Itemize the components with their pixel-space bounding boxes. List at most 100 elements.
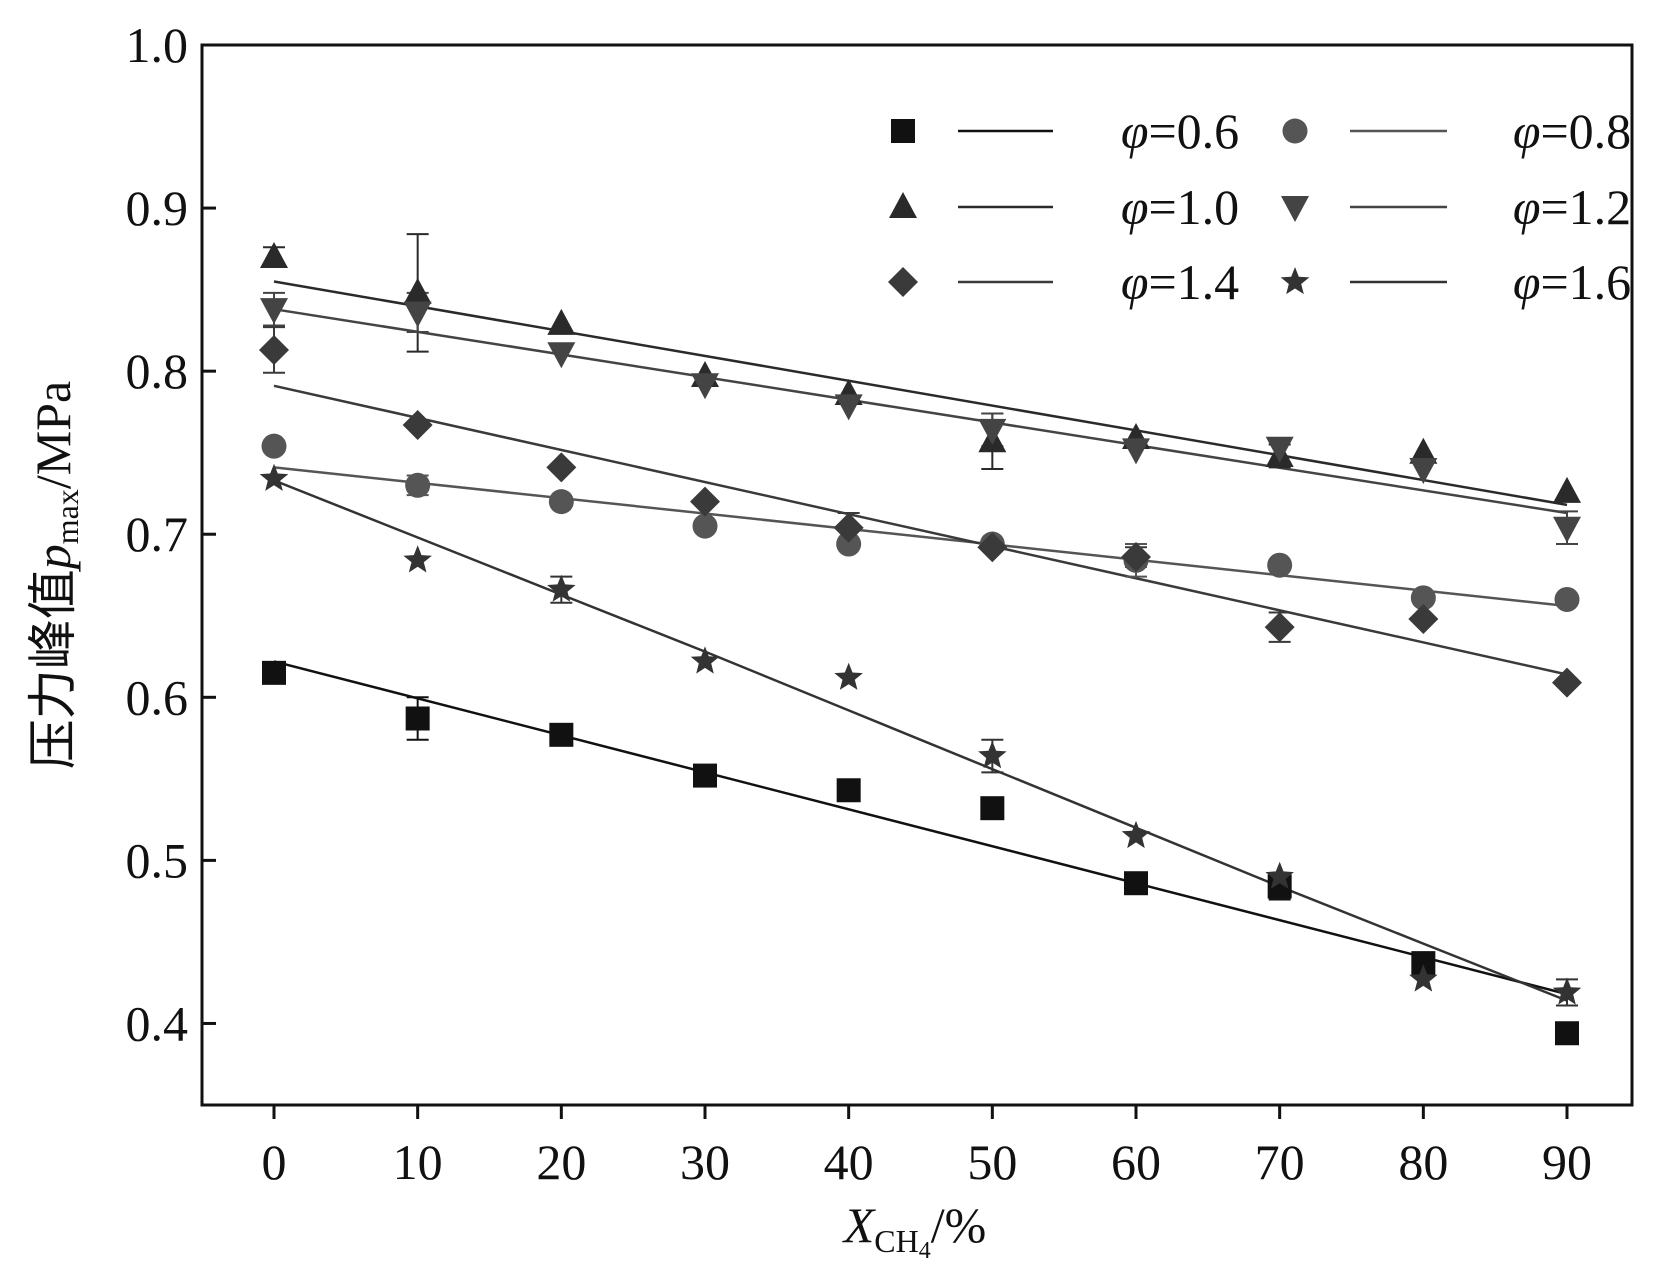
- x-tick-label: 80: [1398, 1134, 1448, 1190]
- legend-label-var: φ: [1513, 103, 1541, 159]
- data-points: [259, 242, 1582, 1046]
- legend-label-var: φ: [1513, 179, 1541, 235]
- data-point-circle: [1267, 552, 1293, 578]
- data-point-circle: [836, 531, 862, 557]
- data-point-square: [1124, 871, 1148, 896]
- legend-label-value: =1.2: [1540, 179, 1631, 235]
- x-tick-label: 10: [393, 1134, 443, 1190]
- x-tick-label: 20: [536, 1134, 586, 1190]
- x-axis-title-main: X: [842, 1197, 877, 1253]
- data-point-square: [693, 763, 717, 788]
- legend-label-var: φ: [1121, 179, 1149, 235]
- legend-label-value: =1.0: [1148, 179, 1239, 235]
- y-tick-label: 0.8: [126, 343, 189, 399]
- data-point-triangle-down: [1265, 436, 1294, 463]
- legend-label-value: =0.8: [1540, 103, 1631, 159]
- legend-item: φ=1.6: [1280, 254, 1631, 310]
- legend-label: φ=1.4: [1121, 254, 1239, 310]
- legend-marker-triangle-down: [1281, 196, 1309, 222]
- legend-marker-star: [1280, 267, 1310, 295]
- data-point-circle: [692, 513, 718, 539]
- error-bars: [263, 233, 1578, 1007]
- data-point-circle: [1410, 585, 1436, 611]
- fit-line-triangle-up: [273, 280, 1568, 507]
- x-tick-label: 40: [824, 1134, 874, 1190]
- data-point-star: [547, 574, 576, 602]
- data-point-star: [978, 741, 1007, 769]
- data-point-diamond: [833, 512, 864, 543]
- legend-label: φ=0.6: [1121, 103, 1239, 159]
- data-point-triangle-down: [260, 298, 288, 325]
- x-tick-label: 50: [967, 1134, 1017, 1190]
- data-point-triangle-down: [691, 373, 719, 400]
- legend-label-var: φ: [1121, 254, 1149, 310]
- fit-line-circle: [273, 466, 1568, 608]
- legend-label: φ=0.8: [1513, 103, 1631, 159]
- data-point-star: [1121, 820, 1151, 849]
- data-point-triangle-up: [260, 242, 288, 268]
- data-point-diamond: [1552, 667, 1582, 698]
- data-point-star: [403, 545, 432, 573]
- y-axis: 0.4 0.5 0.6 0.7 0.8 0.9 1.0: [126, 17, 216, 1051]
- data-point-square: [980, 796, 1005, 821]
- x-axis-title: XCH4/%: [842, 1197, 987, 1264]
- legend-item: φ=0.8: [1282, 103, 1631, 159]
- y-axis-title-unit: /MPa: [25, 381, 81, 489]
- data-point-diamond: [259, 334, 289, 365]
- legend-label-var: φ: [1121, 103, 1149, 159]
- x-axis-title-sub: CH: [874, 1223, 918, 1259]
- data-point-triangle-down: [834, 394, 863, 421]
- legend-label-value: =0.6: [1148, 103, 1239, 159]
- fit-line-triangle-down: [273, 307, 1568, 515]
- y-axis-title-var: p: [25, 544, 81, 572]
- legend-label: φ=1.6: [1513, 254, 1631, 310]
- y-axis-title-sub: max: [49, 489, 85, 544]
- y-axis-title-prefix: 压力峰值: [25, 569, 81, 769]
- data-point-triangle-up: [547, 308, 576, 335]
- y-tick-label: 1.0: [126, 17, 189, 73]
- x-tick-label: 90: [1542, 1134, 1592, 1190]
- legend-label-value: =1.6: [1540, 254, 1631, 310]
- data-point-diamond: [546, 452, 577, 483]
- legend-label: φ=1.0: [1121, 179, 1239, 235]
- data-point-diamond: [690, 486, 720, 517]
- data-point-triangle-down: [1553, 516, 1581, 543]
- data-point-diamond: [1408, 604, 1439, 635]
- data-point-triangle-up: [1553, 476, 1581, 503]
- x-axis: 0 10 20 30 40 50 60 70 80 90: [262, 1105, 1592, 1190]
- data-point-triangle-down: [978, 418, 1007, 445]
- data-point-star: [259, 463, 289, 491]
- data-point-star: [1409, 964, 1438, 992]
- data-point-diamond: [402, 409, 433, 440]
- data-point-star: [834, 662, 863, 690]
- data-point-square: [836, 778, 861, 803]
- data-point-circle: [1554, 586, 1580, 612]
- fit-line-star: [273, 479, 1568, 1002]
- x-tick-label: 60: [1111, 1134, 1161, 1190]
- y-tick-label: 0.5: [126, 832, 189, 888]
- x-tick-label: 70: [1255, 1134, 1305, 1190]
- legend-marker-square: [891, 119, 915, 143]
- x-axis-title-sub2: 4: [919, 1238, 931, 1264]
- data-point-triangle-down: [1122, 438, 1150, 465]
- y-axis-title: 压力峰值pmax/MPa: [25, 381, 85, 769]
- data-point-circle: [405, 472, 431, 498]
- legend-item: φ=1.2: [1281, 179, 1631, 235]
- data-point-triangle-up: [1409, 437, 1438, 464]
- data-point-diamond: [977, 532, 1008, 563]
- data-point-diamond: [1264, 612, 1295, 643]
- data-point-triangle-down: [547, 342, 576, 369]
- y-tick-label: 0.7: [126, 506, 189, 562]
- data-point-star: [690, 646, 720, 674]
- legend-item: φ=1.4: [888, 254, 1239, 310]
- plot-frame: [200, 43, 1634, 1107]
- legend-item: φ=1.0: [889, 179, 1239, 235]
- fit-line-diamond: [273, 384, 1568, 676]
- legend-label-var: φ: [1513, 254, 1541, 310]
- legend: φ=0.6 φ=0.8φ=1.0 φ=1.2φ=1.4 φ=1.6: [888, 103, 1631, 310]
- fit-lines: [273, 280, 1568, 1002]
- legend-item: φ=0.6: [891, 103, 1239, 159]
- data-point-triangle-down: [1409, 458, 1438, 484]
- y-tick-label: 0.9: [126, 180, 189, 236]
